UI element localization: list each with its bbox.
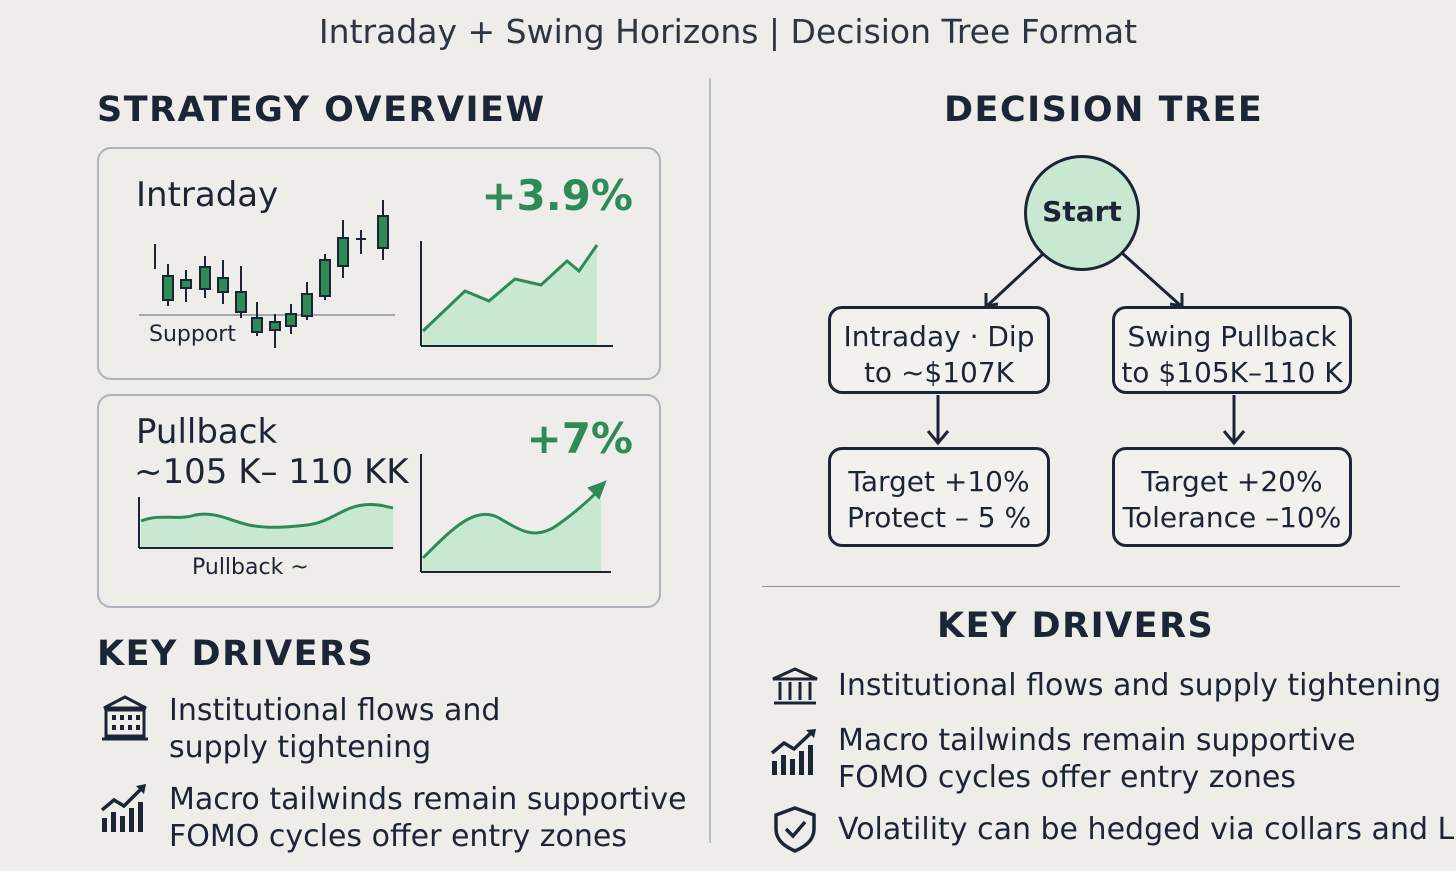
node-line: to $105K–110 K bbox=[1121, 356, 1343, 389]
driver-line: Volatility can be hedged via collars and… bbox=[838, 812, 1456, 847]
intraday-area-chart bbox=[420, 241, 613, 347]
right-driver-macro: Macro tailwinds remain supportive FOMO c… bbox=[838, 722, 1356, 796]
page-subtitle: Intraday + Swing Horizons | Decision Tre… bbox=[318, 12, 1138, 51]
decision-tree-title: DECISION TREE bbox=[944, 90, 1264, 130]
node-line: Swing Pullback bbox=[1127, 320, 1337, 353]
intraday-dip-node: Intraday · Dip to ~$107K bbox=[828, 306, 1050, 394]
swing-target-node: Target +20% Tolerance –10% bbox=[1112, 447, 1352, 547]
node-line: Protect – 5 % bbox=[846, 501, 1032, 534]
driver-line: FOMO cycles offer entry zones bbox=[169, 819, 628, 854]
intraday-card: Intraday +3.9% Support bbox=[97, 147, 661, 380]
right-driver-institutional: Institutional flows and supply tightenin… bbox=[838, 667, 1441, 704]
driver-line: Institutional flows and bbox=[169, 693, 501, 728]
section-divider bbox=[762, 586, 1400, 587]
node-line: Target +20% bbox=[1141, 465, 1323, 498]
support-caption: Support bbox=[149, 322, 236, 347]
intraday-target-node: Target +10% Protect – 5 % bbox=[828, 447, 1050, 547]
pullback-change: +7% bbox=[526, 414, 634, 463]
start-node: Start bbox=[1024, 155, 1140, 271]
pullback-line-chart bbox=[138, 497, 394, 549]
rising-bar-chart-icon bbox=[770, 729, 816, 775]
intraday-candlestick-chart bbox=[139, 200, 395, 348]
left-driver-institutional: Institutional flows and supply tightenin… bbox=[169, 692, 500, 766]
bank-building-icon bbox=[772, 667, 818, 705]
right-key-drivers-title: KEY DRIVERS bbox=[937, 606, 1215, 646]
shield-check-icon bbox=[774, 806, 816, 853]
left-driver-macro: Macro tailwinds remain supportive FOMO c… bbox=[169, 781, 687, 855]
driver-line: FOMO cycles offer entry zones bbox=[838, 760, 1297, 795]
pullback-label: Pullback bbox=[136, 412, 278, 452]
column-divider bbox=[709, 78, 711, 843]
driver-line: supply tightening bbox=[169, 730, 432, 765]
node-line: to ~$107K bbox=[863, 356, 1015, 389]
pullback-area-chart bbox=[420, 454, 611, 573]
pullback-caption: Pullback ~ bbox=[192, 555, 309, 580]
node-line: Tolerance –10% bbox=[1122, 501, 1342, 534]
node-line: Intraday · Dip bbox=[843, 320, 1035, 353]
right-driver-volatility: Volatility can be hedged via collars and… bbox=[838, 811, 1456, 848]
intraday-change: +3.9% bbox=[481, 171, 633, 220]
node-line: Target +10% bbox=[848, 465, 1030, 498]
driver-line: Macro tailwinds remain supportive bbox=[838, 723, 1356, 758]
rising-bar-chart-icon bbox=[100, 784, 146, 832]
bank-building-icon bbox=[102, 695, 148, 741]
swing-pullback-node: Swing Pullback to $105K–110 K bbox=[1112, 306, 1352, 394]
pullback-card: Pullback ~105 K– 110 KK +7% Pullback ~ bbox=[97, 394, 661, 608]
driver-line: Institutional flows and supply tightenin… bbox=[838, 668, 1442, 703]
driver-line: Macro tailwinds remain supportive bbox=[169, 782, 687, 817]
left-key-drivers-title: KEY DRIVERS bbox=[97, 634, 375, 674]
pullback-range: ~105 K– 110 KK bbox=[134, 452, 409, 492]
intraday-label: Intraday bbox=[136, 175, 279, 215]
strategy-overview-title: STRATEGY OVERVIEW bbox=[97, 90, 546, 130]
